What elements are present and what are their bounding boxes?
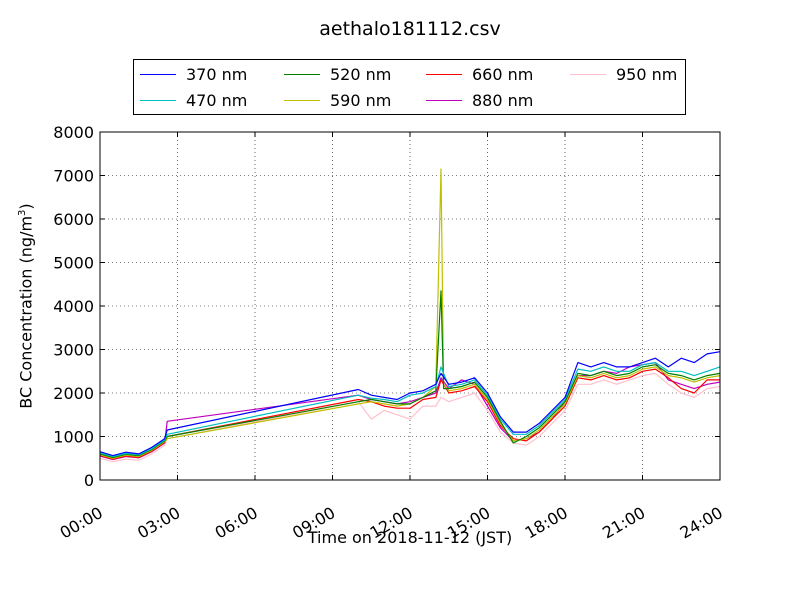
x-tick-label: 00:00 bbox=[57, 503, 106, 543]
y-axis-label-main: BC Concentration (ng/m bbox=[16, 215, 36, 409]
legend-label: 660 nm bbox=[472, 64, 534, 84]
legend-swatch bbox=[570, 73, 606, 75]
y-tick-label: 3000 bbox=[53, 341, 94, 360]
legend-label: 590 nm bbox=[330, 90, 392, 110]
series-line-370-nm bbox=[99, 351, 721, 457]
legend-label: 370 nm bbox=[186, 64, 248, 84]
series-line-520-nm bbox=[99, 290, 721, 458]
chart-title: aethalo181112.csv bbox=[319, 18, 501, 40]
legend-item-590: 590 nm bbox=[284, 88, 391, 112]
legend-label: 520 nm bbox=[330, 64, 392, 84]
legend-label: 950 nm bbox=[616, 64, 678, 84]
legend-swatch bbox=[284, 73, 320, 75]
y-tick-label: 5000 bbox=[53, 254, 94, 273]
legend: 370 nm 470 nm 520 nm 590 nm 660 nm 880 n… bbox=[133, 59, 686, 115]
y-tick-label: 4000 bbox=[53, 297, 94, 316]
series-lines bbox=[99, 168, 721, 463]
legend-item-660: 660 nm bbox=[426, 62, 533, 86]
y-tick-label: 7000 bbox=[53, 167, 94, 186]
y-axis-label-end: ) bbox=[16, 203, 36, 210]
y-axis-label-exponent: 3 bbox=[17, 209, 29, 216]
y-tick-label: 0 bbox=[84, 471, 94, 490]
y-tick-label: 1000 bbox=[53, 428, 94, 447]
legend-swatch bbox=[426, 99, 462, 101]
legend-swatch bbox=[426, 73, 462, 75]
legend-item-370: 370 nm bbox=[140, 62, 247, 86]
legend-item-470: 470 nm bbox=[140, 88, 247, 112]
legend-item-880: 880 nm bbox=[426, 88, 533, 112]
legend-label: 880 nm bbox=[472, 90, 534, 110]
series-line-590-nm bbox=[99, 168, 721, 459]
x-axis-label: Time on 2018-11-12 (JST) bbox=[307, 528, 513, 547]
legend-item-520: 520 nm bbox=[284, 62, 391, 86]
series-line-880-nm bbox=[99, 362, 721, 461]
legend-label: 470 nm bbox=[186, 90, 248, 110]
legend-swatch bbox=[140, 73, 176, 75]
series-line-660-nm bbox=[99, 368, 720, 460]
y-tick-label: 2000 bbox=[53, 384, 94, 403]
legend-swatch bbox=[140, 99, 176, 101]
series-line-470-nm bbox=[99, 362, 721, 458]
legend-swatch bbox=[284, 99, 320, 101]
legend-item-950: 950 nm bbox=[570, 62, 677, 86]
grid bbox=[100, 132, 720, 480]
y-tick-label: 8000 bbox=[53, 123, 94, 142]
y-axis-label: BC Concentration (ng/m3) bbox=[17, 203, 36, 408]
y-tick-label: 6000 bbox=[53, 210, 94, 229]
